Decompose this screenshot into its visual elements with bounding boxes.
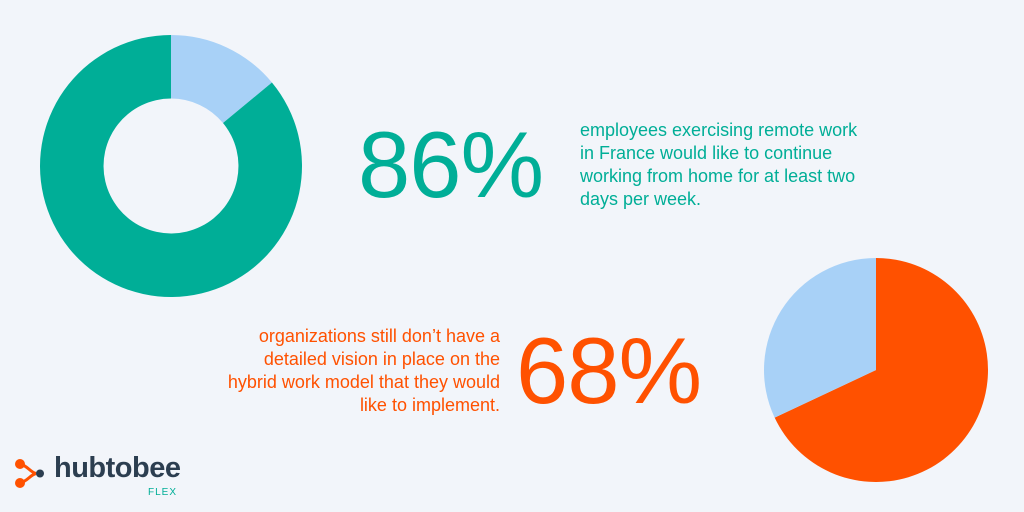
- donut-chart: [40, 35, 302, 297]
- pie-slice-1: [764, 258, 876, 418]
- stat-percentage-remote-work: 86%: [358, 112, 544, 217]
- pie-slice-0: [774, 258, 988, 482]
- stat-description-remote-work: employees exercising remote work in Fran…: [580, 120, 858, 209]
- stat-description-hybrid-vision: organizations still don’t have a detaile…: [227, 326, 500, 415]
- pie-slice-0: [40, 35, 302, 297]
- pie-slice-1: [171, 35, 272, 123]
- hubtobee-bee-icon: [15, 459, 44, 488]
- logo-subtitle: FLEX: [148, 487, 178, 498]
- pie-chart: [764, 258, 988, 482]
- logo-wordmark: hubtobee: [54, 452, 181, 484]
- hubtobee-logo: hubtobee FLEX: [12, 452, 202, 504]
- stat-percentage-hybrid-vision: 68%: [516, 318, 702, 423]
